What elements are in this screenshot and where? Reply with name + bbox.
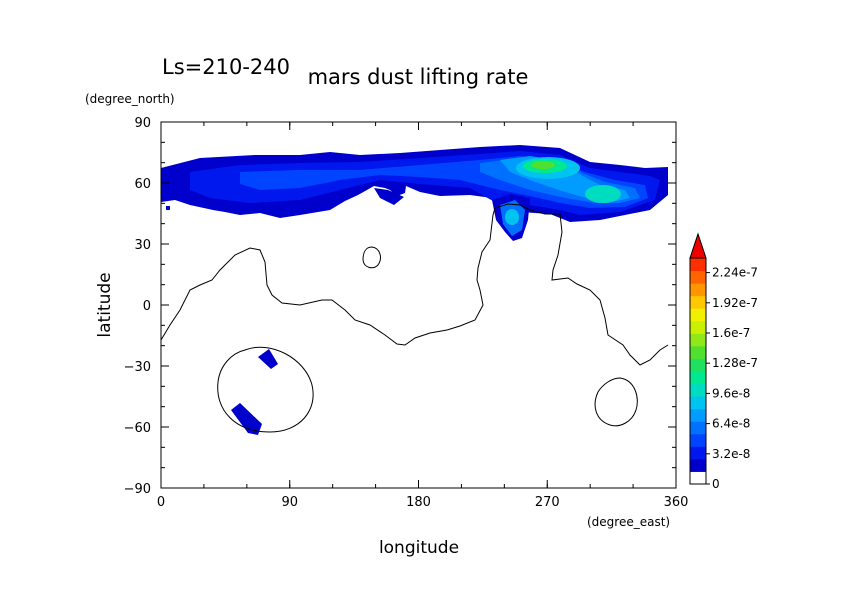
colorbar-swatch xyxy=(690,283,706,297)
colorbar-swatch xyxy=(690,345,706,359)
y-tick-label: 0 xyxy=(143,299,151,314)
y-tick-label: −30 xyxy=(124,360,151,375)
colorbar-label: 6.4e-8 xyxy=(712,417,750,431)
colorbar-frame xyxy=(689,257,707,485)
contour-core-4 xyxy=(531,161,555,169)
colorbar-swatch xyxy=(690,295,706,309)
y-units: (degree_north) xyxy=(85,92,175,106)
y-tick-label: 30 xyxy=(134,238,151,253)
y-tick-label: 60 xyxy=(134,177,151,192)
y-tick-label: 90 xyxy=(134,116,151,131)
colorbar-swatch xyxy=(690,333,706,347)
colorbar-swatch xyxy=(690,320,706,334)
colorbar-swatch xyxy=(690,458,706,472)
colorbar-label: 3.2e-8 xyxy=(712,447,750,461)
dust-contours xyxy=(161,145,668,435)
contour-core-2 xyxy=(585,185,621,203)
contour-blob-d xyxy=(231,403,262,435)
colorbar-swatch xyxy=(690,471,706,485)
x-axis-label: longitude xyxy=(379,538,459,558)
colorbar-swatch xyxy=(690,358,706,372)
colorbar-swatch xyxy=(690,408,706,422)
topo-crater xyxy=(217,346,314,433)
contour-blob-a xyxy=(374,188,404,205)
colorbar-label: 1.6e-7 xyxy=(712,326,750,340)
colorbar-swatch xyxy=(690,258,706,272)
colorbar-swatch xyxy=(690,383,706,397)
topo-main xyxy=(161,203,669,366)
x-ticks: 0 90 180 270 360 xyxy=(157,122,689,510)
x-units: (degree_east) xyxy=(587,515,670,529)
colorbar-swatch xyxy=(690,396,706,410)
contour-lobe-core xyxy=(505,209,519,225)
contour-blob-c xyxy=(258,349,278,369)
contour-blob-b xyxy=(166,206,170,210)
colorbar-label: 1.28e-7 xyxy=(712,356,758,370)
topo-south-east xyxy=(594,377,638,427)
x-tick-label: 360 xyxy=(664,495,689,510)
colorbar-swatch xyxy=(690,421,706,435)
y-ticks: 90 60 30 0 −30 −60 −90 xyxy=(124,116,676,497)
subtitle: Ls=210-240 xyxy=(162,55,290,79)
colorbar-label: 2.24e-7 xyxy=(712,266,758,280)
colorbar-swatch xyxy=(690,308,706,322)
colorbar-label: 0 xyxy=(712,477,720,491)
x-tick-label: 0 xyxy=(157,495,165,510)
colorbar: 0 3.2e-8 6.4e-8 9.6e-8 1.28e-7 1.6e-7 1.92e-7 2… xyxy=(689,232,758,491)
x-tick-label: 90 xyxy=(281,495,298,510)
colorbar-label: 1.92e-7 xyxy=(712,296,758,310)
chart-title: mars dust lifting rate xyxy=(308,65,529,89)
colorbar-swatch xyxy=(690,270,706,284)
colorbar-extend-arrow xyxy=(689,232,707,259)
colorbar-label: 9.6e-8 xyxy=(712,386,750,400)
colorbar-swatch xyxy=(690,371,706,385)
y-axis-label: latitude xyxy=(95,272,115,337)
topography-lines xyxy=(161,203,669,433)
topo-small xyxy=(362,246,381,269)
x-tick-label: 270 xyxy=(535,495,560,510)
colorbar-swatch xyxy=(690,446,706,460)
colorbar-swatch xyxy=(690,433,706,447)
y-tick-label: −60 xyxy=(124,421,151,436)
y-tick-label: −90 xyxy=(124,482,151,497)
x-tick-label: 180 xyxy=(406,495,431,510)
